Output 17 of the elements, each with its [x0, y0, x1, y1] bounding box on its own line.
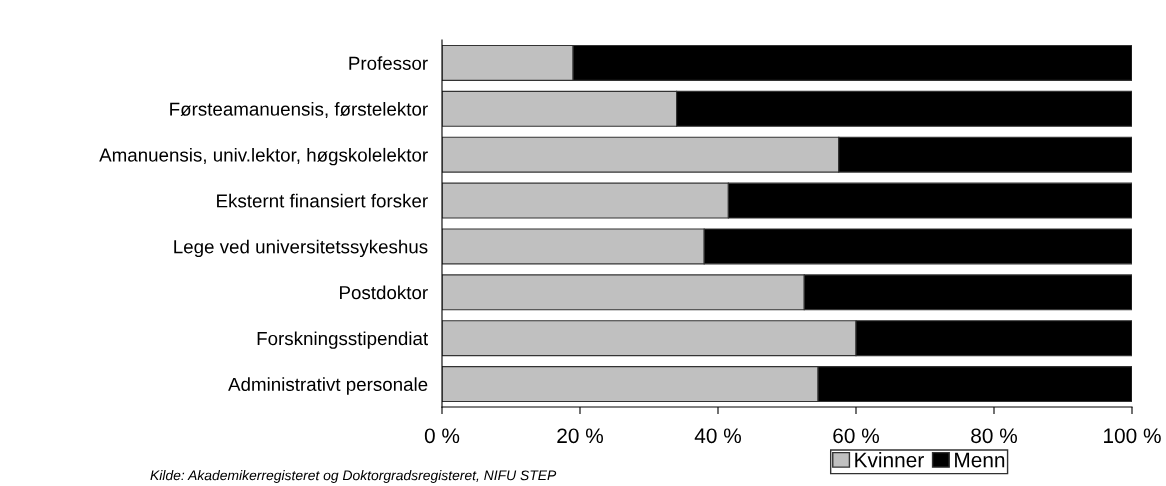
legend-label: Menn — [955, 452, 1005, 468]
x-tick-label: 40 % — [694, 428, 741, 444]
y-tick-label: Postdoktor — [340, 285, 428, 300]
x-tick-label: 0 % — [424, 428, 460, 444]
legend-label: Kvinner — [855, 452, 924, 468]
y-tick-label: Førsteamanuensis, førstelektor — [170, 102, 428, 119]
y-tick-label: Lege ved universitetssykeshus — [174, 239, 428, 258]
text: Kilde: Akademikerregisteret og Doktorgradsregisteret, NIFU STEP — [150, 470, 557, 483]
y-tick-label: Administrativt personale — [228, 377, 428, 395]
y-tick-label: Eksternt finansiert forsker — [217, 193, 428, 208]
y-tick-label: Professor — [349, 56, 428, 70]
x-tick-label: 80 % — [971, 428, 1017, 444]
y-tick-label: Forskningsstipendiat — [257, 331, 428, 349]
x-tick-label: 100 % — [1104, 428, 1161, 444]
x-tick-label: 20 % — [557, 428, 603, 444]
x-tick-label: 60 % — [833, 428, 879, 444]
y-tick-label: Amanuensis, univ.lektor, høgskolelektor — [99, 147, 428, 166]
